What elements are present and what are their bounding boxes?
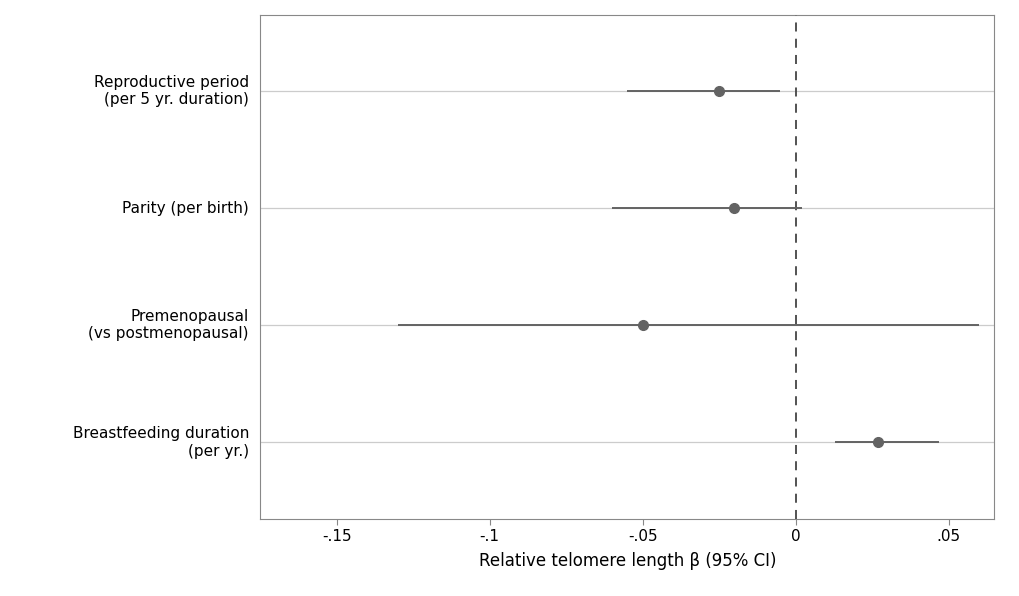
X-axis label: Relative telomere length β (95% CI): Relative telomere length β (95% CI) — [478, 552, 775, 570]
